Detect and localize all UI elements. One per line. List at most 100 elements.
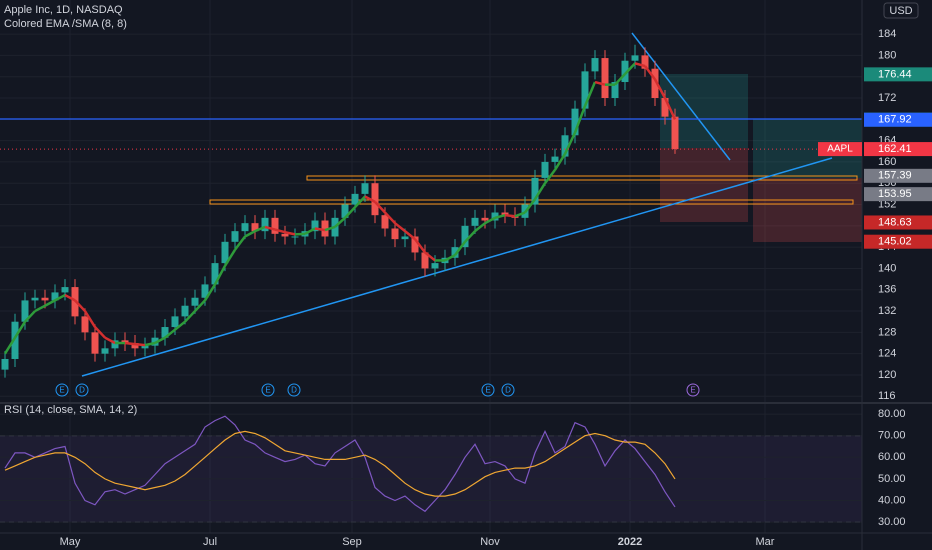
candle-body — [171, 316, 179, 328]
ema-segment — [104, 336, 116, 345]
candle-body — [91, 332, 99, 354]
candle-body — [511, 215, 519, 218]
indicator-title: Colored EMA /SMA (8, 8) — [4, 18, 127, 30]
ema-segment — [54, 293, 66, 302]
price-badge — [864, 112, 932, 127]
candle-body — [611, 82, 619, 99]
y-tick-label: 160 — [878, 156, 896, 168]
x-tick-label: Nov — [480, 536, 500, 548]
price-badge-label: 153.95 — [878, 188, 912, 200]
candle-body — [541, 161, 549, 178]
y-tick-label: 140 — [878, 262, 896, 274]
candle-body — [621, 60, 629, 83]
price-badge — [864, 142, 932, 157]
candle-body — [141, 345, 149, 349]
y-tick-label: 132 — [878, 305, 896, 317]
candle-body — [651, 68, 659, 99]
candle-body — [641, 55, 649, 69]
event-label: E — [690, 386, 695, 395]
x-tick-label: Jul — [203, 536, 217, 548]
rsi-line — [4, 415, 676, 513]
y-tick-label: 136 — [878, 284, 896, 296]
ema-segment — [134, 342, 146, 347]
ema-segment — [74, 299, 86, 312]
currency-badge[interactable] — [883, 2, 919, 19]
y-tick-label: 50.00 — [878, 473, 906, 485]
ema-segment — [13, 321, 27, 339]
ema-segment — [663, 97, 677, 120]
y-tick-label: 116 — [878, 390, 896, 402]
ema-segment — [124, 341, 136, 346]
candle-body — [501, 212, 509, 216]
y-tick-label: 30.00 — [878, 516, 906, 528]
candle-body — [201, 284, 209, 298]
candle-body — [21, 300, 29, 322]
candle-body — [211, 263, 219, 285]
y-tick-label: 120 — [878, 369, 896, 381]
ema-segment — [334, 216, 346, 228]
ema-segment — [94, 326, 106, 339]
candle-body — [311, 220, 319, 232]
y-tick-label: 152 — [878, 198, 896, 210]
x-tick-label: Mar — [756, 536, 775, 548]
candle-body — [491, 212, 499, 221]
event-label: D — [505, 386, 511, 395]
price-badge — [864, 67, 932, 82]
candle-body — [221, 241, 229, 264]
candle-body — [431, 263, 439, 269]
ema-segment — [404, 230, 416, 241]
candle-body — [401, 236, 409, 240]
candle-body — [191, 297, 199, 306]
y-tick-label: 172 — [878, 92, 896, 104]
symbol-label: AAPL — [827, 144, 853, 155]
candle-body — [661, 98, 669, 117]
price-badge — [864, 168, 932, 183]
candle-body — [571, 108, 579, 136]
symbol-badge — [818, 142, 862, 157]
y-tick-label: 80.00 — [878, 408, 906, 420]
price-badge — [864, 234, 932, 249]
candle-body — [61, 287, 69, 293]
candle-body — [281, 233, 289, 237]
candle-body — [31, 297, 39, 301]
ema-segment — [374, 201, 386, 214]
candle-body — [111, 340, 119, 349]
event-marker — [55, 383, 69, 397]
ema-segment — [304, 227, 316, 235]
candle-body — [101, 348, 109, 354]
y-tick-label: 128 — [878, 326, 896, 338]
candle-body — [421, 252, 429, 269]
ema-segment — [414, 238, 426, 254]
rsi-title: RSI (14, close, SMA, 14, 2) — [4, 404, 137, 416]
candle-body — [81, 316, 89, 333]
event-marker — [75, 383, 89, 397]
ema-segment — [83, 310, 97, 328]
ema-segment — [64, 293, 76, 302]
ema-segment — [553, 153, 567, 171]
ema-segment — [514, 211, 526, 218]
event-label: D — [79, 386, 85, 395]
trendline — [81, 157, 833, 377]
candle-body — [121, 340, 129, 344]
candle-body — [381, 215, 389, 229]
candle-body — [291, 236, 299, 238]
ema-segment — [274, 228, 286, 234]
candle-body — [451, 247, 459, 258]
ema-segment — [3, 337, 17, 355]
candle-body — [321, 220, 329, 237]
ema-segment — [424, 251, 436, 262]
long-stop-zone — [660, 148, 748, 222]
ema-segment — [344, 206, 356, 219]
y-tick-label: 40.00 — [878, 494, 906, 506]
ema-segment — [24, 310, 36, 323]
price-badge-label: 162.41 — [878, 143, 912, 155]
ema-segment — [544, 169, 556, 184]
candle-body — [11, 321, 19, 359]
candle-body — [531, 177, 539, 205]
candle-body — [631, 55, 639, 61]
candle-body — [561, 135, 569, 157]
labels: 1161201241281321361401441481521561601641… — [60, 28, 932, 548]
ema-segment — [484, 216, 496, 225]
